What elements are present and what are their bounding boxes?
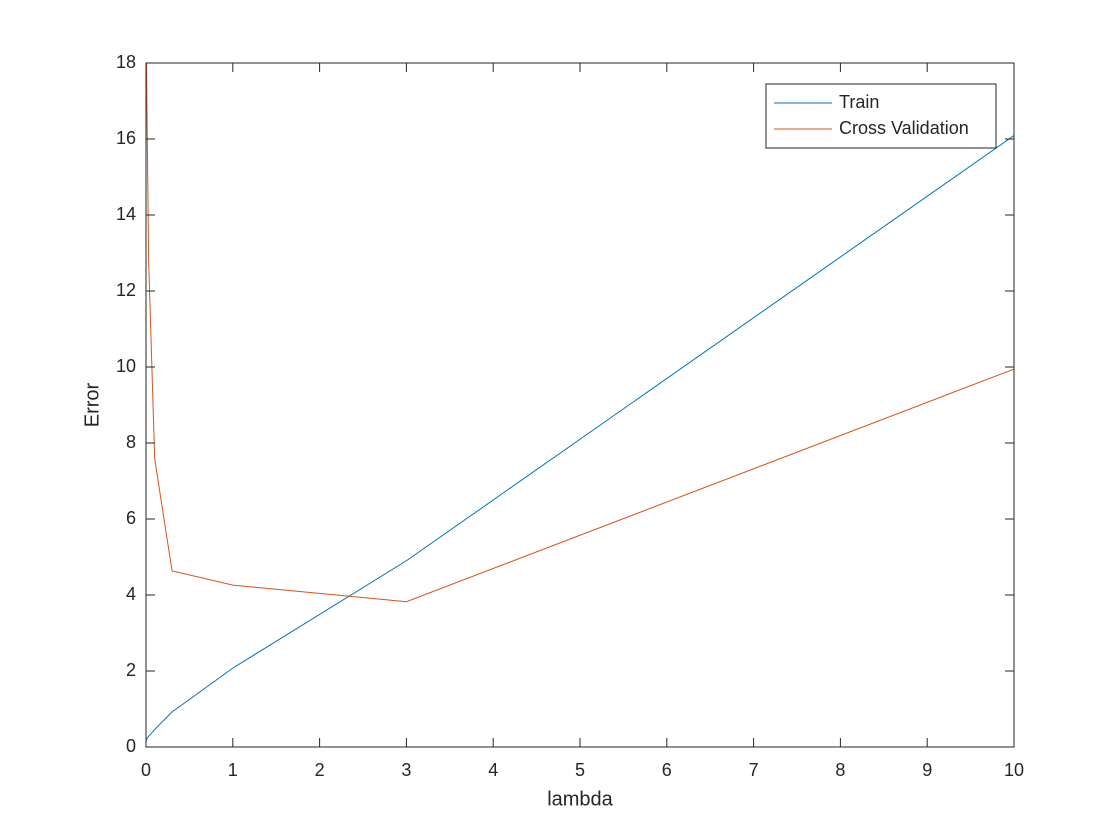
y-tick-label: 2 xyxy=(126,660,136,680)
legend: Train Cross Validation xyxy=(765,83,997,149)
x-tick-label: 0 xyxy=(141,760,151,780)
y-tick-label: 0 xyxy=(126,736,136,756)
y-tick-label: 10 xyxy=(116,356,136,376)
x-tick-label: 3 xyxy=(401,760,411,780)
line-series xyxy=(146,63,1014,603)
x-tick-label: 2 xyxy=(315,760,325,780)
x-axis-label: lambda xyxy=(547,788,613,810)
x-tick-label: 9 xyxy=(922,760,932,780)
x-tick-label: 4 xyxy=(488,760,498,780)
y-tick-label: 16 xyxy=(116,128,136,148)
y-tick-label: 14 xyxy=(116,204,136,224)
x-tick-label: 5 xyxy=(575,760,585,780)
y-tick-label: 18 xyxy=(116,52,136,72)
x-tick-label: 7 xyxy=(749,760,759,780)
legend-label: Train xyxy=(839,92,879,112)
y-tick-label: 12 xyxy=(116,280,136,300)
y-tick-label: 8 xyxy=(126,432,136,452)
x-tick-label: 8 xyxy=(835,760,845,780)
x-tick-label: 6 xyxy=(662,760,672,780)
y-tick-label: 6 xyxy=(126,508,136,528)
y-axis-label: Error xyxy=(81,382,103,427)
y-tick-label: 4 xyxy=(126,584,136,604)
legend-box xyxy=(765,83,997,149)
x-tick-label: 1 xyxy=(228,760,238,780)
x-tick-label: 10 xyxy=(1004,760,1024,780)
legend-label: Cross Validation xyxy=(839,118,969,138)
